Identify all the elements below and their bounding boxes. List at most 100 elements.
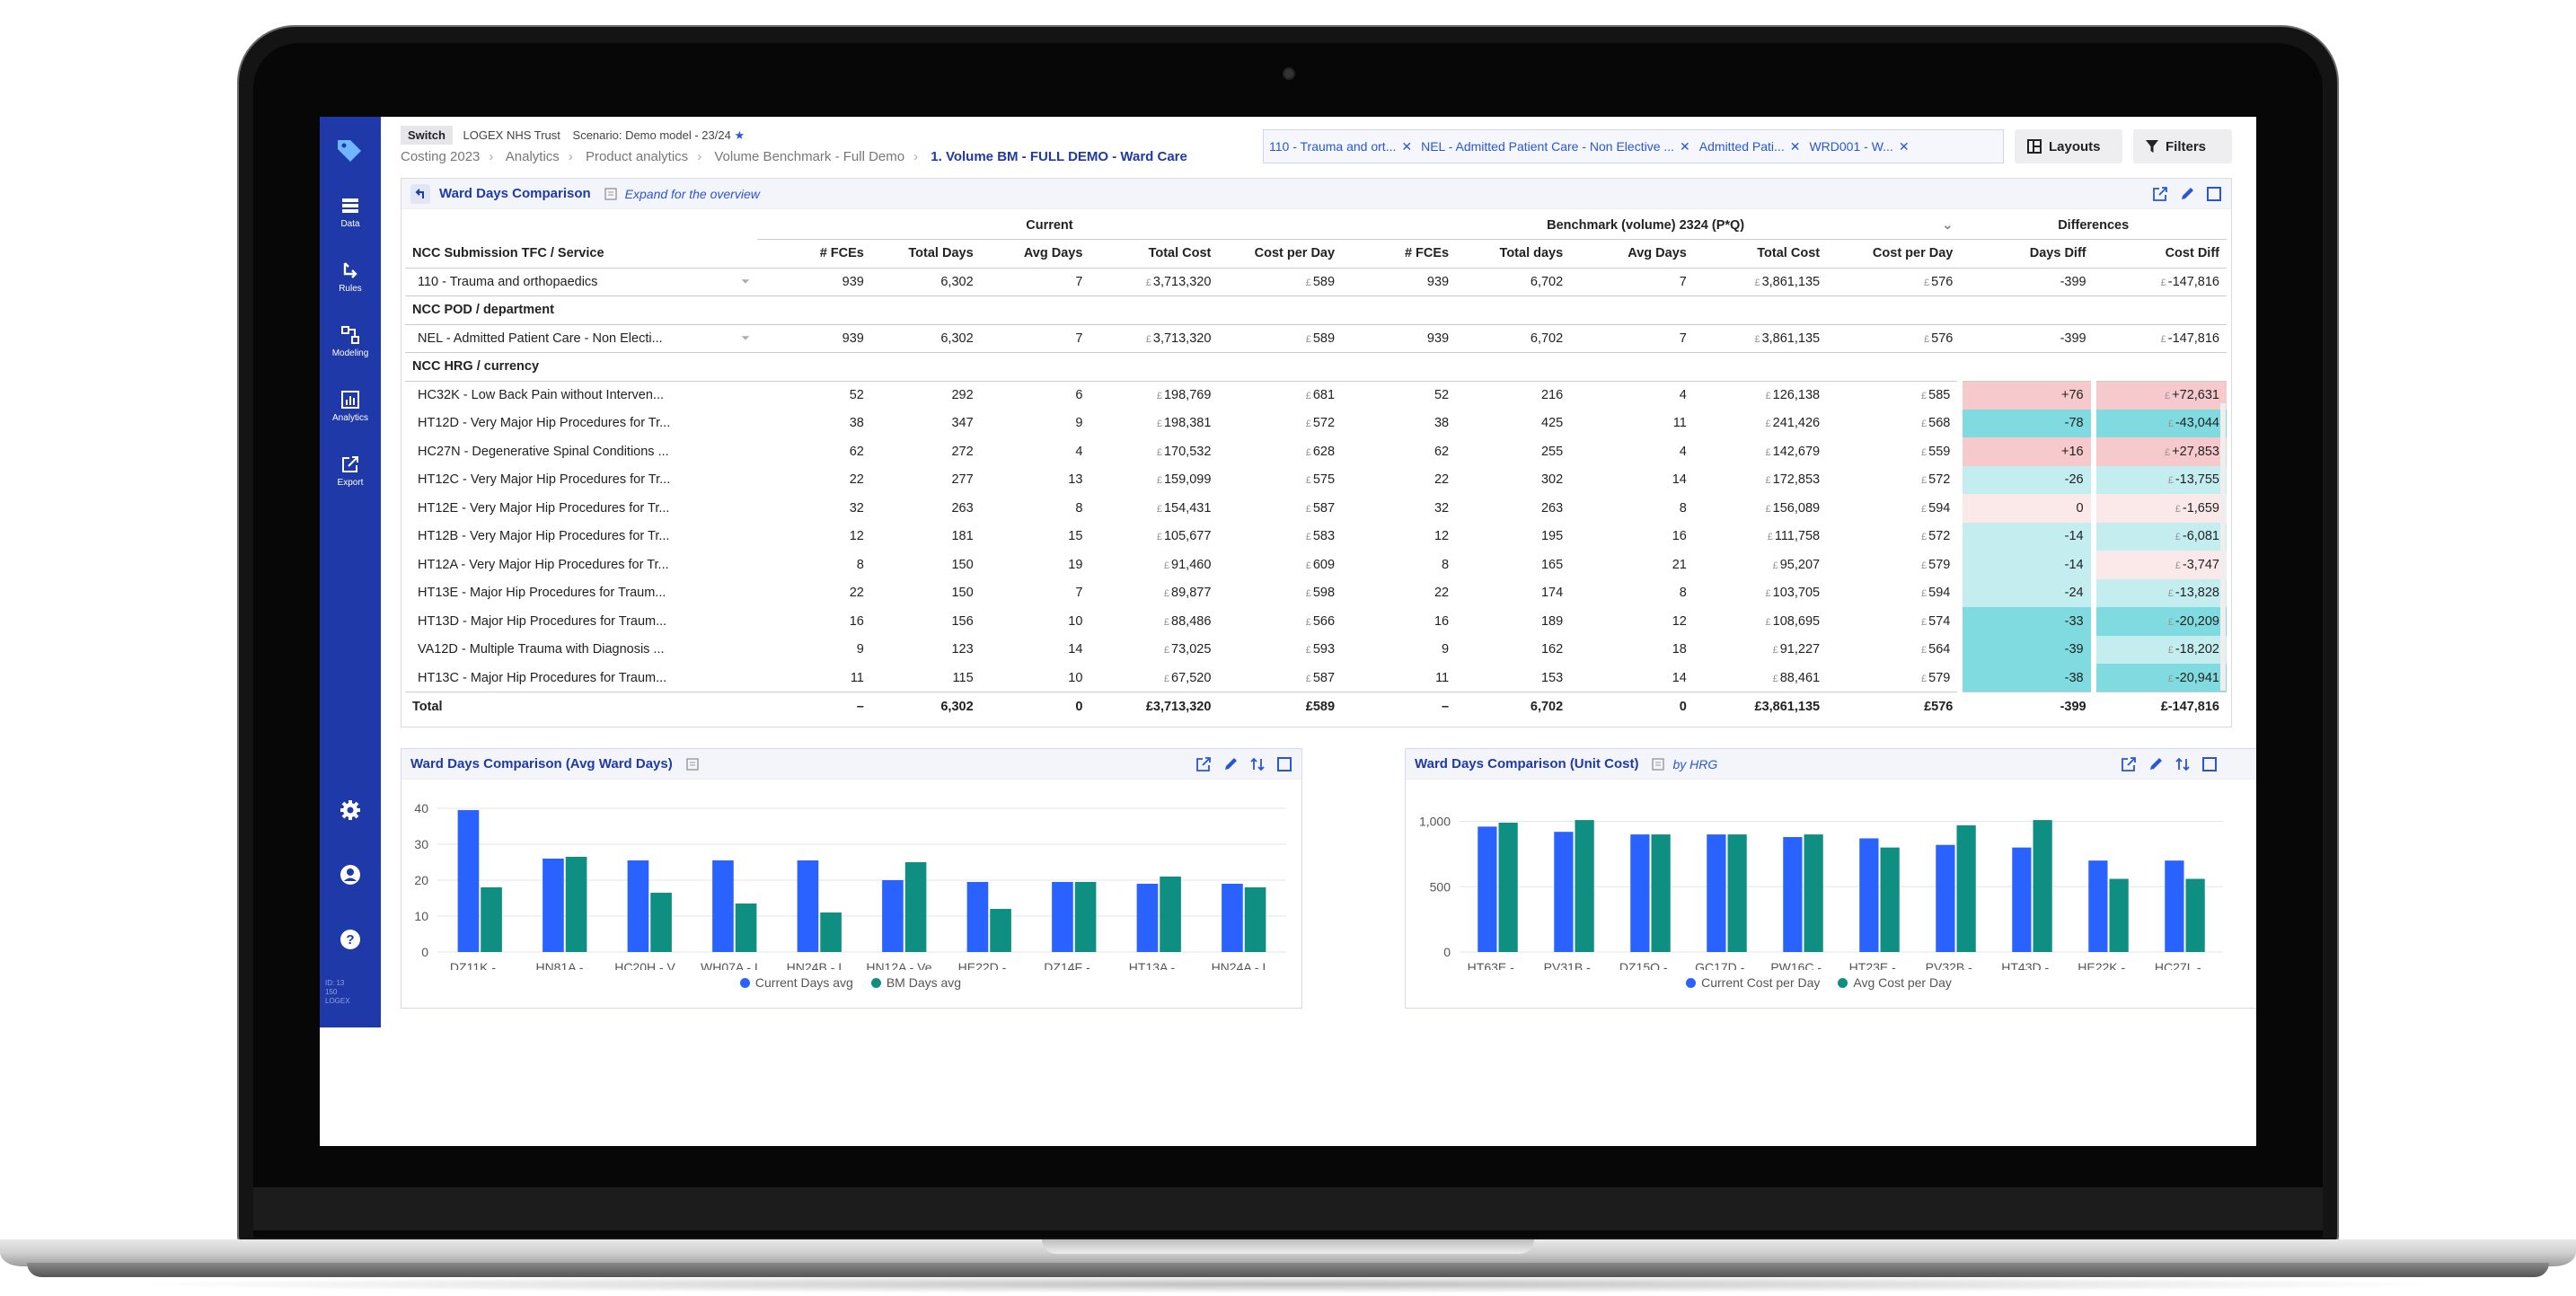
filter-icon[interactable]: ⏷ — [741, 274, 750, 287]
bar[interactable] — [1244, 887, 1266, 952]
bar[interactable] — [712, 860, 734, 952]
bar[interactable] — [1554, 832, 1574, 952]
bar[interactable] — [797, 860, 819, 952]
bar[interactable] — [990, 909, 1011, 952]
scenario-label[interactable]: Scenario: Demo model - 23/24 — [572, 128, 731, 142]
bar[interactable] — [1727, 834, 1747, 952]
bar[interactable] — [1859, 838, 1879, 952]
breadcrumb-item[interactable]: Costing 2023 — [401, 149, 481, 164]
bar[interactable] — [1956, 824, 1976, 952]
column-header[interactable]: Avg Days — [1628, 246, 1687, 261]
column-header[interactable]: # FCEs — [1404, 246, 1450, 261]
close-icon[interactable]: ✕ — [1680, 138, 1690, 154]
bar[interactable] — [627, 860, 649, 952]
filter-chip[interactable]: NEL - Admitted Patient Care - Non Electi… — [1421, 139, 1690, 154]
bar[interactable] — [1630, 834, 1650, 952]
sidebar-item-data[interactable]: Data — [320, 196, 381, 229]
close-icon[interactable]: ✕ — [1789, 138, 1801, 154]
user-icon[interactable] — [340, 864, 361, 886]
column-header[interactable]: Total days — [1499, 246, 1564, 261]
bar[interactable] — [1936, 844, 1955, 952]
bar[interactable] — [1783, 837, 1803, 952]
sort-icon[interactable] — [1249, 756, 1266, 772]
sidebar-item-export[interactable]: Export — [320, 454, 381, 488]
bar[interactable] — [1052, 882, 1073, 952]
table-row[interactable]: HT13E - Major Hip Procedures for Traum..… — [405, 578, 2227, 607]
bar[interactable] — [650, 893, 672, 952]
column-header[interactable]: Total Days — [908, 246, 974, 261]
bar[interactable] — [1498, 823, 1518, 952]
column-header[interactable]: Cost per Day — [1872, 246, 1954, 261]
breadcrumb-item[interactable]: Product analytics — [585, 149, 689, 164]
open-external-icon[interactable] — [1195, 756, 1212, 772]
bar[interactable] — [735, 904, 757, 952]
column-header[interactable]: NCC Submission TFC / Service — [412, 246, 604, 260]
table-row[interactable]: HC27N - Degenerative Spinal Conditions .… — [405, 437, 2227, 466]
bar[interactable] — [2185, 878, 2205, 952]
table-row[interactable]: 110 - Trauma and orthopaedics ⏷ 939 6,302 7 £… — [405, 268, 2227, 296]
table-row[interactable]: HT12D - Very Major Hip Procedures for Tr… — [405, 409, 2227, 437]
table-row[interactable]: HT12C - Very Major Hip Procedures for Tr… — [405, 465, 2227, 494]
filter-icon[interactable]: ⏷ — [741, 331, 750, 344]
bar[interactable] — [1707, 834, 1726, 952]
filter-chip[interactable]: WRD001 - W... ✕ — [1809, 139, 1909, 154]
bar[interactable] — [543, 859, 564, 952]
bar[interactable] — [820, 912, 842, 952]
maximize-icon[interactable] — [2201, 756, 2218, 772]
bar[interactable] — [2109, 878, 2129, 952]
filter-chip[interactable]: 110 - Trauma and ort... ✕ — [1269, 139, 1412, 154]
maximize-icon[interactable] — [1276, 756, 1292, 772]
edit-icon[interactable] — [2148, 756, 2164, 772]
bar[interactable] — [2033, 820, 2052, 952]
bar[interactable] — [1478, 826, 1497, 952]
open-external-icon[interactable] — [2121, 756, 2137, 772]
bar[interactable] — [966, 882, 989, 952]
help-icon[interactable]: ? — [340, 929, 361, 950]
sidebar-item-modeling[interactable]: Modeling — [320, 325, 381, 358]
bar[interactable] — [1651, 834, 1671, 952]
bar[interactable] — [1880, 847, 1900, 952]
close-icon[interactable]: ✕ — [1898, 138, 1910, 154]
table-row[interactable]: HT12A - Very Major Hip Procedures for Tr… — [405, 551, 2227, 579]
edit-icon[interactable] — [2179, 186, 2195, 202]
maximize-icon[interactable] — [2206, 186, 2222, 202]
filter-chip[interactable]: Admitted Pati... ✕ — [1699, 139, 1801, 154]
bar[interactable] — [1222, 884, 1243, 952]
back-icon[interactable] — [410, 183, 430, 204]
bar[interactable] — [1074, 882, 1097, 952]
table-row[interactable]: HT12E - Very Major Hip Procedures for Tr… — [405, 494, 2227, 523]
filters-button[interactable]: Filters — [2133, 129, 2232, 163]
edit-icon[interactable] — [1222, 756, 1239, 772]
bar[interactable] — [565, 857, 587, 952]
table-row[interactable]: VA12D - Multiple Trauma with Diagnosis .… — [405, 635, 2227, 664]
legend-item[interactable]: Current Days avg — [739, 975, 853, 990]
bar[interactable] — [1160, 877, 1181, 952]
bar[interactable] — [1804, 834, 1823, 952]
gear-icon[interactable] — [340, 799, 361, 821]
layouts-button[interactable]: Layouts — [2015, 129, 2122, 163]
column-header[interactable]: Cost per Day — [1254, 246, 1336, 261]
bar[interactable] — [481, 887, 502, 952]
table-row[interactable]: NEL - Admitted Patient Care - Non Electi… — [405, 324, 2227, 353]
table-row[interactable]: HC32K - Low Back Pain without Interven..… — [405, 381, 2227, 410]
sort-icon[interactable] — [2175, 756, 2191, 772]
column-header[interactable]: Avg Days — [1023, 246, 1083, 261]
sidebar-item-analytics[interactable]: Analytics — [320, 390, 381, 423]
column-header[interactable]: # FCEs — [819, 246, 864, 261]
table-row[interactable]: HT13C - Major Hip Procedures for Traum..… — [405, 664, 2227, 692]
column-header[interactable]: Total Cost — [1148, 246, 1212, 261]
close-icon[interactable]: ✕ — [1401, 138, 1413, 154]
star-icon[interactable]: ★ — [734, 128, 745, 142]
column-header[interactable]: Total Cost — [1757, 246, 1821, 261]
table-row[interactable]: HT12B - Very Major Hip Procedures for Tr… — [405, 522, 2227, 551]
bar[interactable] — [904, 862, 927, 952]
scrollbar[interactable] — [2220, 403, 2226, 691]
bar[interactable] — [2012, 847, 2032, 952]
legend-item[interactable]: Current Cost per Day — [1686, 975, 1820, 990]
legend-item[interactable]: Avg Cost per Day — [1838, 975, 1952, 990]
bar[interactable] — [1136, 884, 1159, 952]
bar[interactable] — [457, 810, 480, 952]
bar[interactable] — [882, 880, 904, 952]
sidebar-item-rules[interactable]: Rules — [320, 260, 381, 294]
bar[interactable] — [2088, 860, 2108, 952]
